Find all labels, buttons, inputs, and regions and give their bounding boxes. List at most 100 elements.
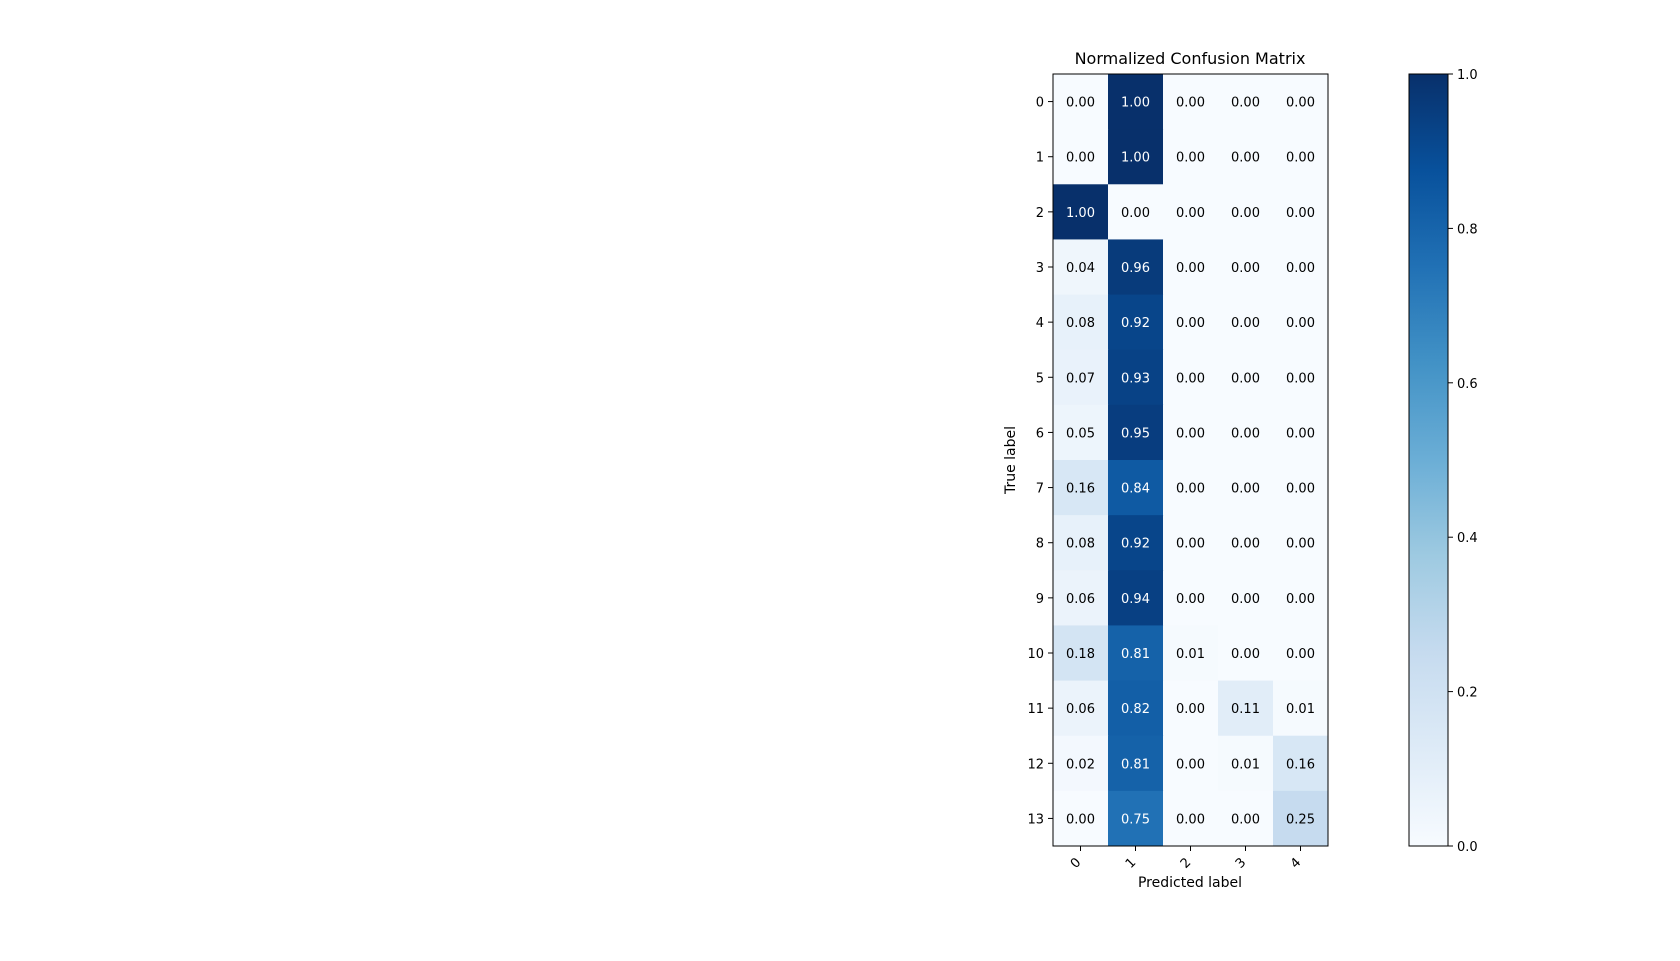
cell-value-label: 0.00 xyxy=(1286,482,1315,497)
y-tick-label: 0 xyxy=(1036,96,1044,111)
cell-value-label: 0.00 xyxy=(1286,647,1315,662)
heatmap-cell xyxy=(1108,460,1164,516)
cell-value-label: 0.00 xyxy=(1066,812,1095,827)
heatmap-cell xyxy=(1108,349,1164,406)
cell-value-label: 0.06 xyxy=(1066,702,1095,717)
x-tick-label: 4 xyxy=(1288,855,1304,871)
cell-value-label: 0.01 xyxy=(1231,757,1260,772)
cell-value-label: 0.00 xyxy=(1286,151,1315,166)
cell-value-label: 0.92 xyxy=(1121,316,1150,331)
cell-value-label: 0.00 xyxy=(1286,537,1315,552)
cell-value-label: 0.96 xyxy=(1121,261,1150,276)
y-tick-label: 6 xyxy=(1036,426,1044,441)
y-tick-label: 5 xyxy=(1036,371,1044,386)
heatmap-cell xyxy=(1053,74,1109,130)
heatmap-cell xyxy=(1163,184,1219,240)
cell-value-label: 0.81 xyxy=(1121,757,1150,772)
y-tick-label: 10 xyxy=(1027,647,1044,662)
cell-value-label: 0.00 xyxy=(1231,647,1260,662)
y-tick-label: 3 xyxy=(1036,261,1044,276)
cell-value-label: 0.00 xyxy=(1286,426,1315,441)
cell-value-label: 0.04 xyxy=(1066,261,1095,276)
heatmap-cell xyxy=(1273,515,1329,571)
x-axis-ticks: 0 1 2 3 4 xyxy=(1068,846,1304,872)
heatmap-cell xyxy=(1273,735,1329,792)
cell-value-label: 0.00 xyxy=(1176,96,1205,111)
colorbar-tick-label: 0.8 xyxy=(1457,222,1478,237)
colorbar-tick-label: 1.0 xyxy=(1457,68,1478,83)
cell-value-label: 0.00 xyxy=(1231,261,1260,276)
heatmap-cell xyxy=(1273,570,1329,626)
heatmap-cell xyxy=(1273,294,1329,351)
heatmap-cell-labels: 0.00 1.00 0.00 0.00 0.00 0.00 1.00 0.00 0.00 0.00… xyxy=(1066,96,1315,828)
heatmap-cell xyxy=(1053,239,1109,296)
heatmap-cell xyxy=(1218,790,1274,847)
colorbar-tick-label: 0.0 xyxy=(1457,840,1478,855)
cell-value-label: 0.00 xyxy=(1176,757,1205,772)
heatmap-cell xyxy=(1273,129,1329,185)
cell-value-label: 0.07 xyxy=(1066,371,1095,386)
cell-value-label: 0.00 xyxy=(1231,316,1260,331)
cell-value-label: 0.00 xyxy=(1286,592,1315,607)
cell-value-label: 0.00 xyxy=(1176,151,1205,166)
cell-value-label: 0.00 xyxy=(1286,96,1315,111)
cell-value-label: 0.00 xyxy=(1286,261,1315,276)
heatmap-cell xyxy=(1163,239,1219,296)
cell-value-label: 0.08 xyxy=(1066,316,1095,331)
cell-value-label: 0.18 xyxy=(1066,647,1095,662)
heatmap-cell xyxy=(1108,74,1164,130)
cell-value-label: 0.93 xyxy=(1121,371,1150,386)
cell-value-label: 0.00 xyxy=(1231,592,1260,607)
cell-value-label: 1.00 xyxy=(1121,151,1150,166)
heatmap-cell xyxy=(1273,349,1329,406)
heatmap-cell xyxy=(1163,349,1219,406)
heatmap-cell xyxy=(1053,570,1109,626)
heatmap-cell xyxy=(1108,735,1164,792)
heatmap-cell xyxy=(1108,515,1164,571)
heatmap-cell xyxy=(1218,184,1274,240)
heatmap-cell xyxy=(1163,570,1219,626)
cell-value-label: 0.95 xyxy=(1121,426,1150,441)
heatmap-cell xyxy=(1218,349,1274,406)
heatmap-cell xyxy=(1053,515,1109,571)
cell-value-label: 0.00 xyxy=(1066,96,1095,111)
cell-value-label: 1.00 xyxy=(1066,206,1095,221)
y-tick-label: 4 xyxy=(1036,316,1044,331)
heatmap-cell xyxy=(1218,460,1274,516)
cell-value-label: 0.84 xyxy=(1121,482,1150,497)
heatmap-cell xyxy=(1218,735,1274,792)
heatmap-cell xyxy=(1273,74,1329,130)
heatmap-cell xyxy=(1108,680,1164,737)
cell-value-label: 0.00 xyxy=(1231,537,1260,552)
heatmap-cell xyxy=(1218,294,1274,351)
heatmap-cell xyxy=(1108,239,1164,296)
x-axis-label: Predicted label xyxy=(1138,875,1242,891)
heatmap-cell xyxy=(1273,790,1329,847)
cell-value-label: 0.00 xyxy=(1231,371,1260,386)
heatmap-cell xyxy=(1273,680,1329,737)
heatmap-cell xyxy=(1108,129,1164,185)
cell-value-label: 0.00 xyxy=(1176,812,1205,827)
cell-value-label: 0.11 xyxy=(1231,702,1260,717)
heatmap-cell xyxy=(1053,404,1109,461)
heatmap-cell xyxy=(1108,184,1164,240)
cell-value-label: 0.00 xyxy=(1176,482,1205,497)
cell-value-label: 0.02 xyxy=(1066,757,1095,772)
heatmap-cell xyxy=(1218,625,1274,682)
heatmap-cell xyxy=(1273,460,1329,516)
cell-value-label: 0.00 xyxy=(1176,702,1205,717)
heatmap-cell xyxy=(1163,680,1219,737)
heatmap-cell xyxy=(1163,460,1219,516)
heatmap-cell xyxy=(1053,625,1109,682)
cell-value-label: 0.16 xyxy=(1066,482,1095,497)
colorbar-ticks: 0.0 0.2 0.4 0.6 0.8 1.0 xyxy=(1448,68,1478,855)
cell-value-label: 0.00 xyxy=(1176,261,1205,276)
cell-value-label: 1.00 xyxy=(1121,96,1150,111)
cell-value-label: 0.00 xyxy=(1176,537,1205,552)
heatmap-cell xyxy=(1273,184,1329,240)
heatmap-cell xyxy=(1108,570,1164,626)
heatmap-cell xyxy=(1163,404,1219,461)
heatmap-cell xyxy=(1163,625,1219,682)
heatmap-cell xyxy=(1053,790,1109,847)
